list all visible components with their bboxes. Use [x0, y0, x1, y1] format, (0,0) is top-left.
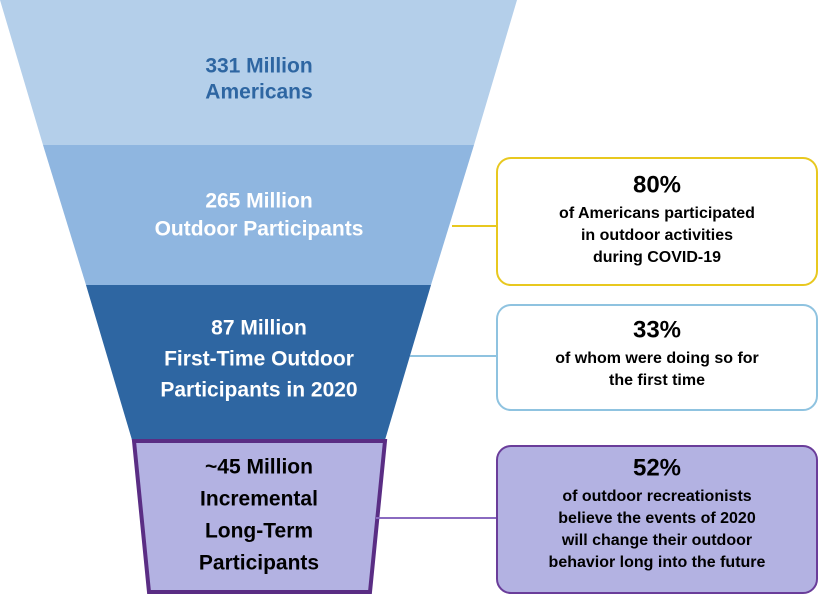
- stage-label: Incremental: [200, 488, 318, 511]
- callout-text: of Americans participated: [559, 205, 755, 222]
- callout-text: behavior long into the future: [549, 554, 766, 571]
- stage-label: 331 Million: [205, 55, 312, 78]
- callout-text: of outdoor recreationists: [562, 488, 751, 505]
- callout-text: believe the events of 2020: [558, 510, 756, 527]
- callout-text: during COVID-19: [593, 249, 721, 266]
- stage-label: Americans: [205, 81, 312, 104]
- stage-label: First-Time Outdoor: [164, 348, 354, 371]
- callout-headline: 33%: [633, 316, 681, 343]
- stage-label: 87 Million: [211, 317, 307, 340]
- funnel-stage-4: [131, 439, 388, 594]
- stage-label: Long-Term: [205, 520, 313, 543]
- callout-box: [496, 304, 818, 411]
- stage-label: ~45 Million: [205, 456, 313, 479]
- callout-headline: 52%: [633, 454, 681, 481]
- stage-label: 265 Million: [205, 190, 312, 213]
- callout-box: [496, 445, 818, 594]
- funnel-stage-3: [86, 285, 431, 440]
- stage-label: Participants: [199, 552, 319, 575]
- callout-text: in outdoor activities: [581, 227, 733, 244]
- callout-text: will change their outdoor: [561, 532, 752, 549]
- callout-headline: 80%: [633, 171, 681, 198]
- stage-label: Outdoor Participants: [155, 218, 364, 241]
- funnel-stage-1: [0, 0, 517, 145]
- stage-label: Participants in 2020: [160, 379, 357, 402]
- funnel-stage-2: [43, 145, 474, 285]
- callout-box: [496, 157, 818, 286]
- callout-text: the first time: [609, 372, 705, 389]
- callout-text: of whom were doing so for: [555, 350, 759, 367]
